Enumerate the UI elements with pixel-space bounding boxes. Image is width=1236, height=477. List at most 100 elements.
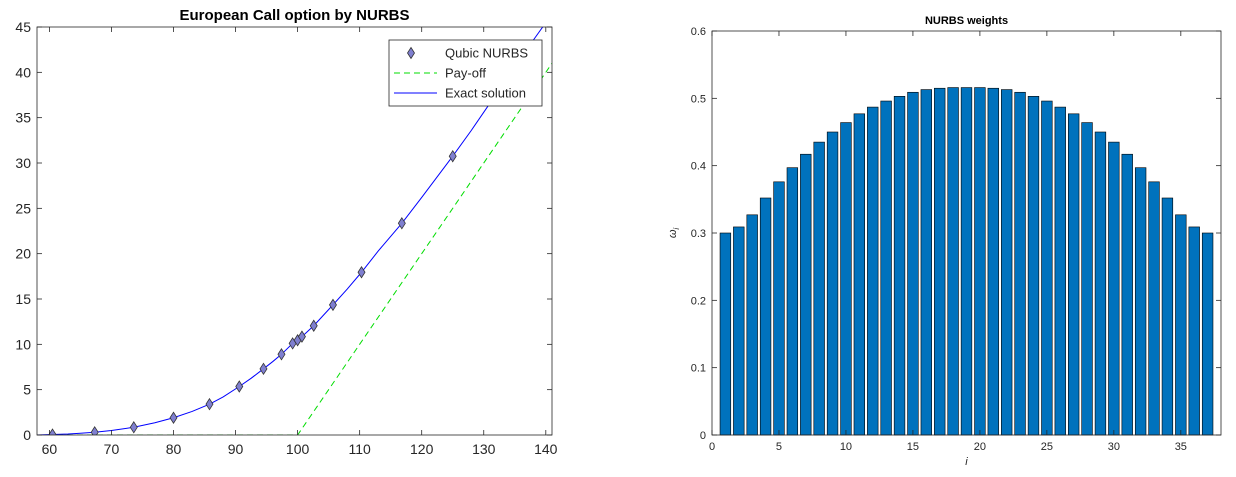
weight-bar <box>1067 113 1080 436</box>
nurbs-marker <box>328 298 337 312</box>
weight-bar <box>719 232 732 436</box>
legend-label: Exact solution <box>445 86 526 101</box>
x-axis-label: i <box>965 456 968 468</box>
bars <box>719 87 1214 436</box>
y-tick-label: 30 <box>15 155 31 171</box>
exact-solution-line <box>37 27 544 435</box>
nurbs-marker <box>90 426 99 435</box>
y-tick-label: 10 <box>15 336 31 352</box>
weight-bar <box>893 96 906 436</box>
weight-bar <box>1134 167 1147 436</box>
x-tick-label: 5 <box>776 441 782 453</box>
weight-bar <box>1121 153 1133 436</box>
y-tick-label: 0.3 <box>691 228 706 240</box>
weight-bar <box>974 87 986 436</box>
plot-series <box>37 27 552 435</box>
nurbs-marker <box>357 266 366 279</box>
weight-bar <box>880 100 892 436</box>
weight-bar <box>947 87 959 436</box>
weight-bar <box>1054 106 1066 436</box>
weight-bar <box>813 141 825 436</box>
weight-bar <box>1041 100 1053 436</box>
y-tick-label: 0.5 <box>691 93 706 105</box>
weight-bar <box>1001 89 1013 436</box>
weight-bar <box>1161 197 1174 436</box>
chart-title: European Call option by NURBS <box>179 7 409 24</box>
x-tick-label: 0 <box>709 441 715 453</box>
x-tick-label: 140 <box>534 441 558 457</box>
axes-box <box>36 26 553 436</box>
weight-bar <box>1108 141 1120 436</box>
legend-label: Pay-off <box>445 66 486 81</box>
y-tick-label: 40 <box>15 64 31 80</box>
x-tick-label: 120 <box>410 441 434 457</box>
x-tick-label: 20 <box>974 441 986 453</box>
nurbs-marker <box>397 217 406 230</box>
y-axis-label-symbol: ω <box>667 229 679 238</box>
nurbs-marker <box>169 411 178 425</box>
x-tick-label: 70 <box>104 441 120 457</box>
weight-bar <box>1188 226 1200 436</box>
weight-bar <box>1175 214 1187 436</box>
x-tick-label: 110 <box>348 441 371 457</box>
nurbs-marker <box>235 380 244 393</box>
weight-bar <box>733 226 745 436</box>
weight-bar <box>934 87 946 436</box>
legend-label: Qubic NURBS <box>445 46 528 61</box>
weight-bar <box>840 122 852 436</box>
x-tick-label: 10 <box>840 441 852 453</box>
nurbs-marker <box>277 348 286 361</box>
nurbs-marker <box>48 428 57 435</box>
weight-bar <box>800 153 812 436</box>
nurbs-marker <box>297 330 306 343</box>
y-tick-label: 0.1 <box>691 363 706 375</box>
x-tick-label: 100 <box>286 441 310 457</box>
legend-marker <box>407 46 415 60</box>
weight-bar <box>773 181 785 436</box>
nurbs-marker <box>309 319 318 332</box>
y-tick-label: 25 <box>15 200 31 216</box>
weight-bar <box>920 89 932 436</box>
weight-bar <box>1081 122 1093 436</box>
weight-bar <box>759 197 772 436</box>
nurbs-marker <box>129 421 138 434</box>
y-tick-label: 35 <box>15 110 31 126</box>
x-tick-label: 130 <box>472 441 496 457</box>
x-tick-label: 90 <box>228 441 244 457</box>
y-tick-label: 0 <box>23 427 31 443</box>
x-tick-label: 15 <box>907 441 919 453</box>
weight-bar <box>1148 181 1160 436</box>
weight-bar <box>786 167 799 436</box>
y-tick-label: 0.2 <box>691 295 706 307</box>
nurbs-marker <box>259 362 268 376</box>
y-tick-label: 0.6 <box>691 26 706 38</box>
y-tick-label: 0.4 <box>691 161 706 173</box>
y-tick-label: 20 <box>15 246 31 262</box>
x-tick-label: 30 <box>1108 441 1120 453</box>
x-tick-label: 80 <box>166 441 182 457</box>
payoff-line <box>37 62 552 435</box>
x-tick-label: 35 <box>1175 441 1187 453</box>
weight-bar <box>907 91 919 436</box>
weight-bar <box>1014 91 1026 436</box>
y-tick-label: 45 <box>15 19 31 35</box>
weight-bar <box>746 214 758 436</box>
weight-bar <box>1094 131 1107 436</box>
x-tick-label: 25 <box>1041 441 1053 453</box>
weight-bar <box>960 87 973 436</box>
nurbs-weights-chart: NURBS weights 0 5 10 15 20 25 30 35 0 0.1 0.2 0.3 0.4… <box>667 15 1222 468</box>
weight-bar <box>1027 96 1040 436</box>
weight-bar <box>853 113 865 436</box>
weight-bar <box>1201 232 1214 436</box>
legend: Qubic NURBS Pay-off Exact solution <box>388 39 543 107</box>
nurbs-marker <box>205 397 214 411</box>
y-axis-label-subscript: i <box>672 228 681 230</box>
chart-title: NURBS weights <box>925 15 1008 27</box>
y-tick-label: 15 <box>15 291 31 307</box>
y-tick-label: 5 <box>23 382 31 398</box>
y-axis-label: ωi <box>667 228 681 239</box>
y-tick-label: 0 <box>700 430 706 442</box>
weight-bar <box>987 87 999 436</box>
